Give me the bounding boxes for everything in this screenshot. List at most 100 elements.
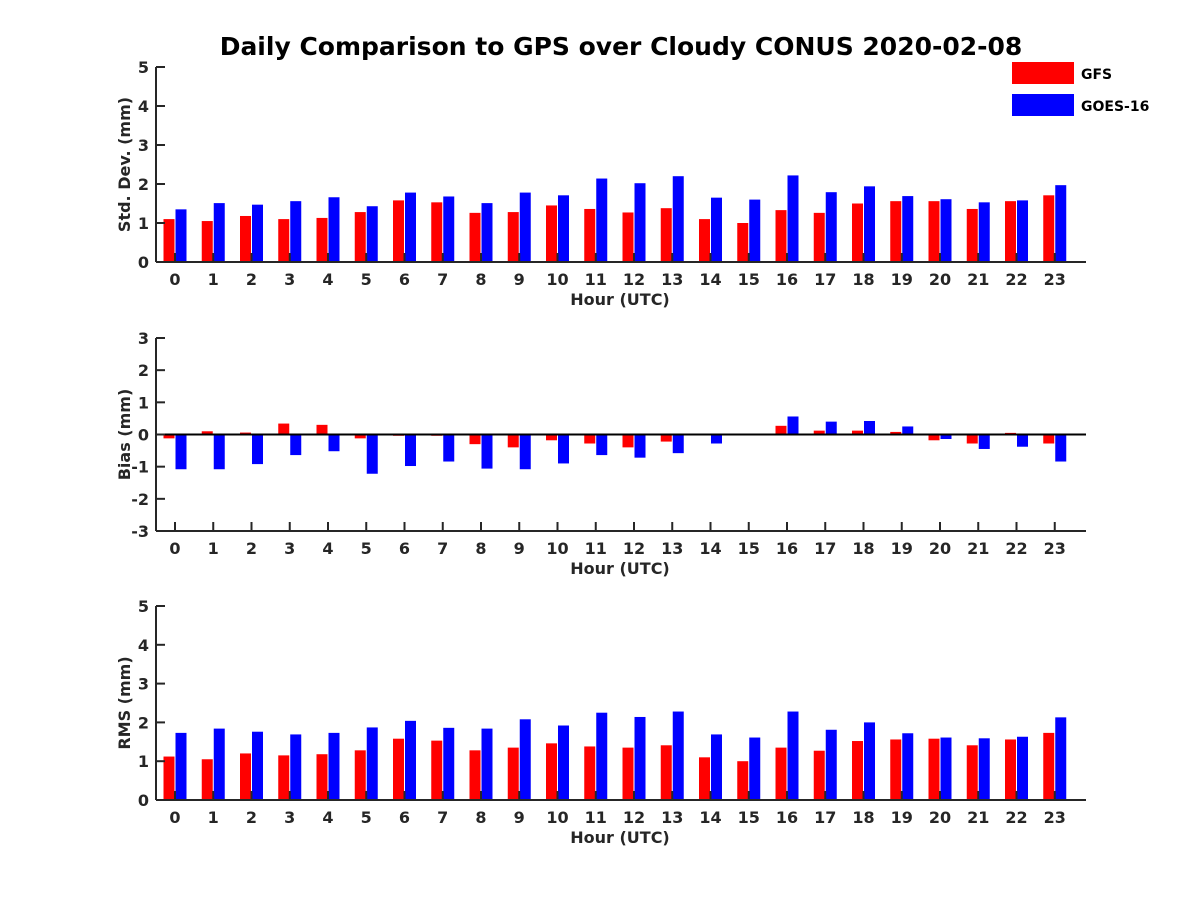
- x-tick-label: 5: [361, 539, 372, 558]
- bar-gfs-hour-21: [966, 208, 978, 262]
- bar-goes16-hour-1: [213, 203, 225, 262]
- bar-goes16-hour-23: [1055, 185, 1067, 262]
- bar-gfs-hour-9: [507, 212, 519, 262]
- bar-gfs-hour-13: [660, 434, 672, 442]
- bar-gfs-hour-17: [813, 750, 825, 800]
- bar-gfs-hour-10: [546, 743, 557, 800]
- x-tick-label: 6: [399, 539, 410, 558]
- x-tick-label: 4: [322, 270, 333, 289]
- bar-gfs-hour-2: [240, 215, 251, 262]
- bar-goes16-hour-20: [940, 737, 952, 800]
- bar-goes16-hour-3: [290, 734, 302, 800]
- x-tick-label: 23: [1044, 270, 1066, 289]
- y-tick-label: -2: [131, 490, 149, 509]
- x-tick-label: 11: [585, 270, 607, 289]
- x-tick-label: 3: [284, 808, 295, 827]
- bar-gfs-hour-13: [660, 745, 672, 800]
- x-tick-label: 1: [208, 539, 219, 558]
- bar-goes16-hour-9: [519, 192, 531, 262]
- bar-gfs-hour-10: [546, 205, 557, 262]
- bar-gfs-hour-14: [699, 757, 710, 800]
- x-tick-label: 18: [852, 270, 874, 289]
- bar-goes16-hour-8: [481, 434, 493, 469]
- x-axis-label: Hour (UTC): [570, 828, 670, 847]
- bar-goes16-hour-6: [405, 434, 416, 467]
- bar-goes16-hour-2: [252, 434, 263, 465]
- bar-goes16-hour-4: [328, 434, 340, 452]
- y-tick-label: 3: [138, 136, 149, 155]
- x-tick-label: 15: [738, 539, 760, 558]
- bar-gfs-hour-19: [890, 739, 902, 800]
- bar-goes16-hour-14: [711, 734, 722, 800]
- bar-gfs-hour-12: [622, 212, 634, 262]
- bar-goes16-hour-16: [787, 711, 799, 800]
- bar-goes16-hour-6: [405, 192, 416, 262]
- x-tick-label: 0: [169, 539, 180, 558]
- bar-goes16-hour-13: [672, 434, 684, 454]
- y-tick-label: 0: [138, 426, 149, 445]
- bar-gfs-hour-14: [699, 219, 710, 262]
- bar-goes16-hour-2: [252, 204, 263, 262]
- bar-gfs-hour-20: [928, 434, 940, 441]
- bar-goes16-hour-22: [1017, 200, 1028, 262]
- bar-gfs-hour-9: [507, 434, 519, 448]
- bar-goes16-hour-0: [175, 732, 187, 800]
- bar-goes16-hour-21: [978, 738, 990, 800]
- x-tick-label: 17: [814, 539, 836, 558]
- bar-gfs-hour-12: [622, 747, 634, 800]
- y-tick-label: 4: [138, 636, 149, 655]
- bar-goes16-hour-3: [290, 201, 302, 262]
- bar-gfs-hour-6: [393, 200, 404, 262]
- bar-goes16-hour-7: [443, 434, 455, 462]
- x-tick-label: 20: [929, 270, 951, 289]
- bar-gfs-hour-3: [278, 755, 290, 800]
- bar-gfs-hour-16: [775, 425, 787, 435]
- y-tick-label: -1: [131, 458, 149, 477]
- y-axis-label: Bias (mm): [115, 389, 134, 481]
- bar-gfs-hour-9: [507, 747, 519, 800]
- bar-goes16-hour-20: [940, 199, 952, 262]
- bar-goes16-hour-18: [864, 722, 875, 800]
- bar-goes16-hour-11: [596, 712, 608, 800]
- bar-goes16-hour-21: [978, 434, 990, 449]
- bar-gfs-hour-8: [469, 212, 481, 262]
- x-tick-label: 14: [699, 270, 721, 289]
- bar-gfs-hour-17: [813, 212, 825, 262]
- bar-goes16-hour-12: [634, 183, 646, 262]
- legend-swatch-gfs: [1012, 62, 1074, 84]
- bar-gfs-hour-19: [890, 431, 902, 435]
- x-tick-label: 15: [738, 270, 760, 289]
- y-tick-label: 1: [138, 393, 149, 412]
- x-tick-label: 14: [699, 808, 721, 827]
- bar-goes16-hour-17: [825, 192, 837, 262]
- x-tick-label: 3: [284, 270, 295, 289]
- x-tick-label: 12: [623, 808, 645, 827]
- x-tick-label: 1: [208, 270, 219, 289]
- bar-goes16-hour-13: [672, 711, 684, 800]
- bar-goes16-hour-23: [1055, 717, 1067, 800]
- x-tick-label: 8: [475, 539, 486, 558]
- y-tick-label: 3: [138, 329, 149, 348]
- bar-gfs-hour-0: [163, 434, 175, 439]
- x-tick-label: 10: [546, 539, 568, 558]
- x-tick-label: 22: [1005, 539, 1027, 558]
- bar-goes16-hour-13: [672, 176, 684, 262]
- y-tick-label: 5: [138, 597, 149, 616]
- x-tick-label: 5: [361, 808, 372, 827]
- x-tick-label: 13: [661, 270, 683, 289]
- bar-gfs-hour-18: [852, 741, 863, 800]
- bar-goes16-hour-5: [366, 434, 378, 474]
- bar-gfs-hour-11: [584, 746, 596, 800]
- bar-goes16-hour-8: [481, 728, 493, 800]
- bar-gfs-hour-8: [469, 434, 481, 445]
- bar-gfs-hour-23: [1043, 434, 1055, 444]
- x-tick-label: 1: [208, 808, 219, 827]
- bar-goes16-hour-16: [787, 175, 799, 262]
- x-tick-label: 22: [1005, 808, 1027, 827]
- bar-goes16-hour-20: [940, 434, 952, 440]
- bar-goes16-hour-21: [978, 202, 990, 262]
- bar-goes16-hour-1: [213, 728, 225, 800]
- y-tick-label: 2: [138, 361, 149, 380]
- y-axis-label: Std. Dev. (mm): [115, 97, 134, 232]
- x-tick-label: 21: [967, 539, 989, 558]
